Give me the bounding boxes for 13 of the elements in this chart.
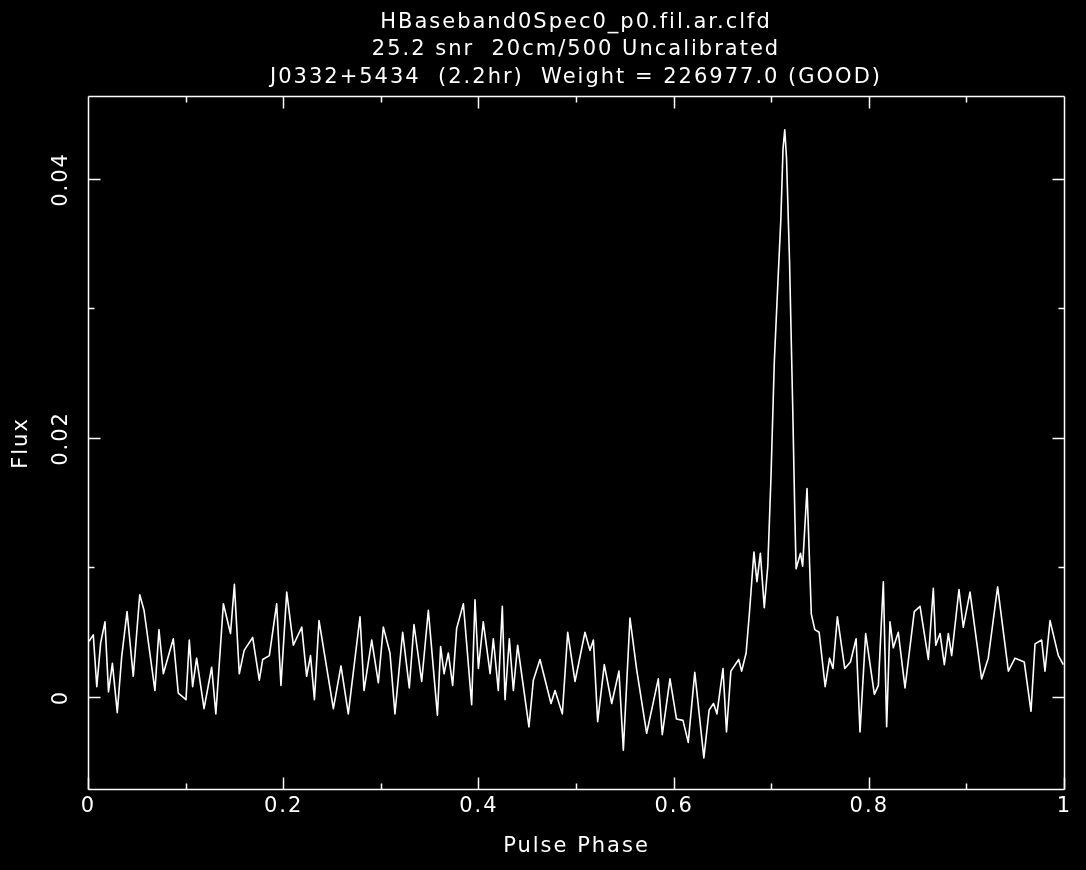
x-tick-label: 1 xyxy=(1056,792,1073,817)
y-tick-label: 0 xyxy=(47,689,72,706)
y-axis-title: Flux xyxy=(7,417,32,469)
x-tick-label: 0 xyxy=(80,792,97,817)
x-tick-label: 0.2 xyxy=(264,792,304,817)
y-tick-label: 0.04 xyxy=(47,152,72,207)
x-axis-title: Pulse Phase xyxy=(503,832,650,857)
x-tick-label: 0.6 xyxy=(654,792,694,817)
chart-title: HBaseband0Spec0_p0.fil.ar.clfd xyxy=(380,9,772,35)
x-tick-label: 0.4 xyxy=(459,792,499,817)
y-tick-label: 0.02 xyxy=(47,411,72,466)
chart-subtitle: 25.2 snr 20cm/500 Uncalibrated J0332+5434 (2.2hr) Weight = 226977.0 (GOOD) xyxy=(268,36,882,89)
x-tick-label: 0.8 xyxy=(849,792,889,817)
